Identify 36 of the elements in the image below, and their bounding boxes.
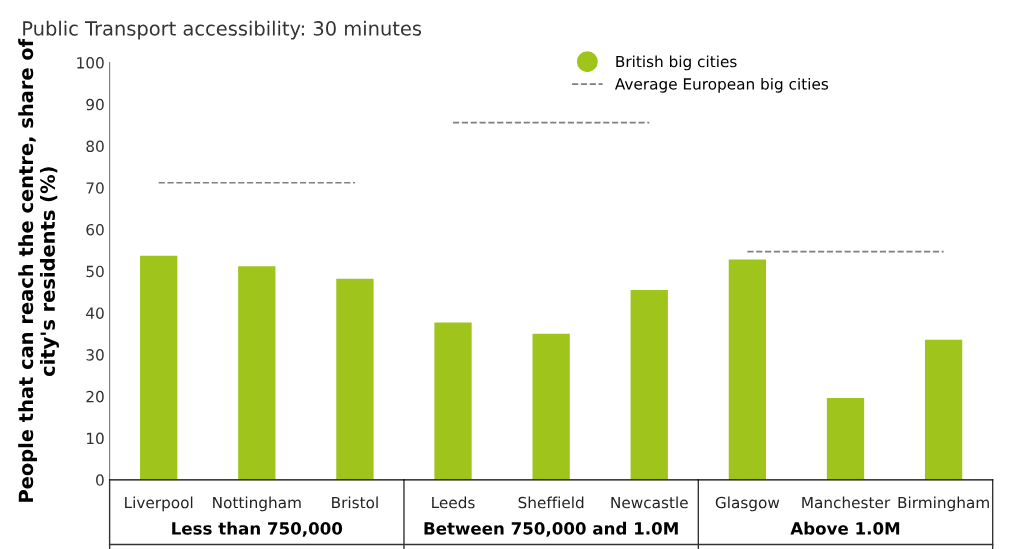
x-tick-label: Newcastle xyxy=(611,496,688,509)
bar xyxy=(238,266,276,480)
x-tick-label: Manchester xyxy=(802,496,891,509)
x-tick-label: Leeds xyxy=(432,496,475,509)
y-tick-label: 80 xyxy=(86,140,104,153)
y-tick-label: 40 xyxy=(86,307,104,319)
y-tick-label: 10 xyxy=(87,432,104,445)
bar xyxy=(924,339,963,480)
text: Above 1.0M xyxy=(790,521,900,535)
y-tick-label: 20 xyxy=(86,390,104,403)
bar xyxy=(336,278,374,480)
text: Between 750,000 and 1.0M xyxy=(424,521,678,537)
text: Less than 750,000 xyxy=(172,521,343,537)
x-tick-label: Sheffield xyxy=(518,496,584,509)
x-tick-label: Bristol xyxy=(332,496,378,509)
y-tick-label: 60 xyxy=(86,223,104,236)
y-tick-label: 70 xyxy=(86,182,104,194)
legend-label: Average European big cities xyxy=(614,77,829,93)
y-tick-label: 50 xyxy=(86,265,104,278)
y-tick-label: 90 xyxy=(86,98,104,111)
bar xyxy=(434,322,472,480)
y-tick-label: 0 xyxy=(96,474,104,486)
y-tick-label: 30 xyxy=(86,349,104,361)
bar xyxy=(630,289,668,480)
x-tick-label: Nottingham xyxy=(213,496,301,512)
x-tick-label: Glasgow xyxy=(715,496,780,512)
y-axis-title: People that can reach the centre, share of city's residents (%) xyxy=(18,38,59,502)
bar xyxy=(140,255,178,480)
bar xyxy=(728,259,767,480)
x-tick-label: Liverpool xyxy=(125,496,193,512)
x-tick-label: Birmingham xyxy=(898,496,989,512)
bar xyxy=(826,398,865,480)
y-tick-label: 100 xyxy=(77,57,104,69)
legend-label: British big cities xyxy=(616,55,737,71)
bar xyxy=(532,333,570,480)
chart-title: Public Transport accessibility: 30 minutes xyxy=(23,20,422,40)
